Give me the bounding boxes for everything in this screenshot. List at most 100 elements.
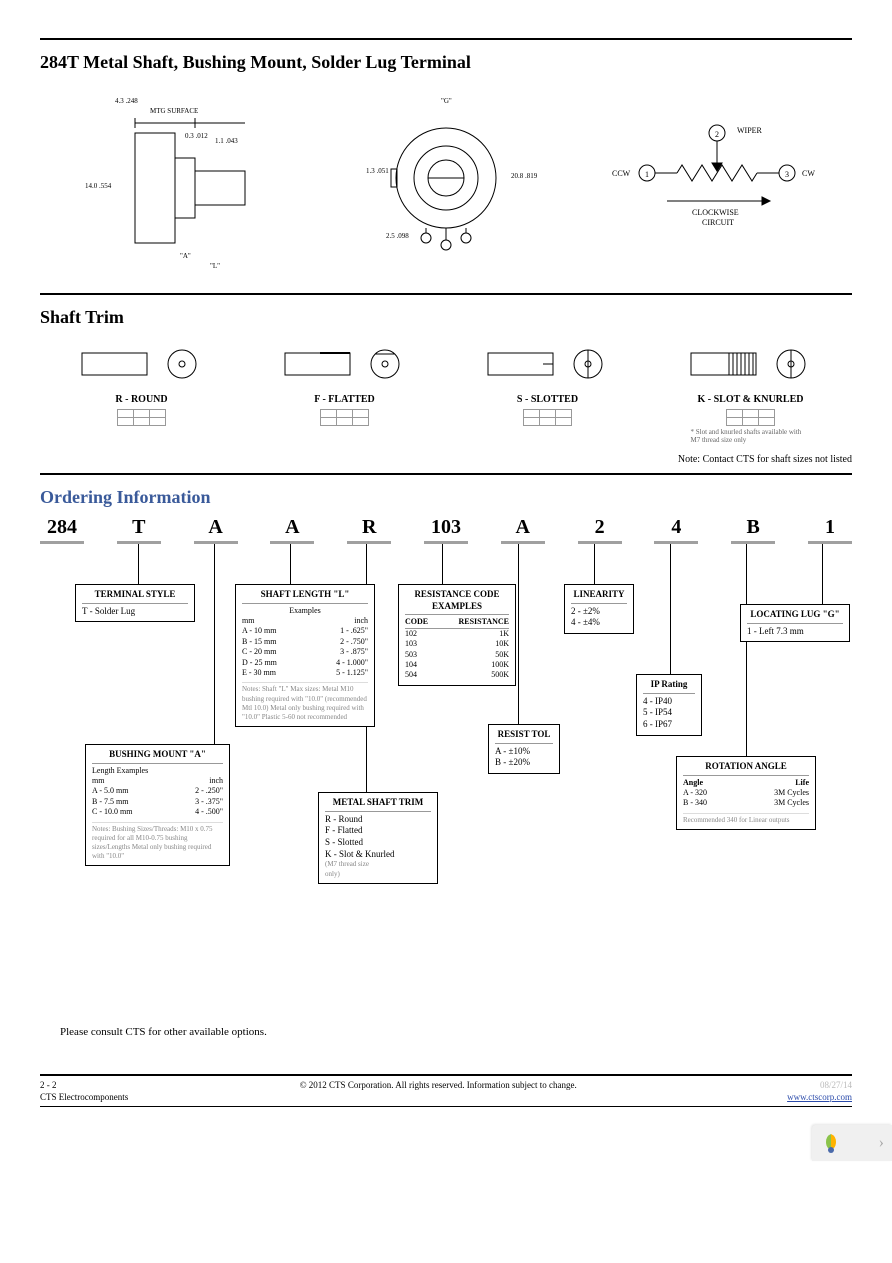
footer-row-1: 2 - 2 © 2012 CTS Corporation. All rights… xyxy=(40,1080,852,1090)
footer-copyright: © 2012 CTS Corporation. All rights reser… xyxy=(57,1080,820,1090)
shaft-s-table xyxy=(523,409,572,426)
shaft-k-table xyxy=(726,409,775,426)
pin1: 1 xyxy=(645,170,649,179)
box-bushing: BUSHING MOUNT "A" Length Examples mminch… xyxy=(85,744,230,866)
dim7: 2.5 .098 xyxy=(386,232,409,240)
box-bush-sub: Notes: Bushing Sizes/Threads: M10 x 0.75… xyxy=(92,822,223,861)
conn-a2 xyxy=(290,544,291,584)
shaft-f-label: F - FLATTED xyxy=(314,394,375,405)
box-ip: IP Rating 4 - IP40 5 - IP54 6 - IP67 xyxy=(636,674,702,736)
bottom-nav-widget[interactable]: › xyxy=(812,1125,892,1161)
box-tol-title: RESIST TOL xyxy=(495,729,553,744)
section-title-3: Ordering Information xyxy=(40,487,852,508)
box-res-title: RESISTANCE CODE EXAMPLES xyxy=(405,589,509,615)
box-shaft-length: SHAFT LENGTH "L" Examples mminch A - 10 … xyxy=(235,584,375,727)
front-view-svg: "G" 1.3 .051 20.8 .819 2.5 .098 xyxy=(346,83,546,283)
rule-3 xyxy=(40,473,852,475)
schematic-drawing: 1 2 3 WIPER CCW CW CLOCKWISE CIRCUIT xyxy=(581,113,852,253)
box-terminal: TERMINAL STYLE T - Solder Lug xyxy=(75,584,195,622)
box-rot-sub: Recommended 340 for Linear outputs xyxy=(683,813,809,825)
chevron-right-icon[interactable]: › xyxy=(879,1134,884,1152)
box-bush-title: BUSHING MOUNT "A" xyxy=(92,749,223,764)
box-resistance: RESISTANCE CODE EXAMPLES CODERESISTANCE … xyxy=(398,584,516,686)
box-lin-title: LINEARITY xyxy=(571,589,627,604)
shaft-r: R - ROUND xyxy=(40,338,243,444)
front-view-drawing: "G" 1.3 .051 20.8 .819 2.5 .098 xyxy=(311,83,582,283)
section-title-2: Shaft Trim xyxy=(40,307,852,328)
box-sl-title: SHAFT LENGTH "L" xyxy=(242,589,368,604)
conn-rot xyxy=(746,544,747,756)
shaft-r-table xyxy=(117,409,166,426)
code-7: 2 xyxy=(578,516,622,539)
ccw-label: CCW xyxy=(612,169,631,178)
dim2: 0.3 .012 xyxy=(185,132,208,140)
box-linearity: LINEARITY 2 - ±2% 4 - ±4% xyxy=(564,584,634,634)
logo-icon xyxy=(820,1132,842,1154)
order-underlines xyxy=(40,541,852,544)
rule-2 xyxy=(40,293,852,295)
shaft-k: K - SLOT & KNURLED * Slot and knurled sh… xyxy=(649,338,852,444)
dim4: 14.0 .554 xyxy=(85,182,112,190)
box-locating: LOCATING LUG "G" 1 - Left 7.3 mm xyxy=(740,604,850,642)
dim1: 4.3 .248 xyxy=(115,97,138,105)
contact-note: Note: Contact CTS for shaft sizes not li… xyxy=(40,454,852,465)
code-3: A xyxy=(270,516,314,539)
side-view-svg: MTG SURFACE 4.3 .248 0.3 .012 1.1 .043 1… xyxy=(75,83,275,283)
dim5: 1.3 .051 xyxy=(366,167,389,175)
conn-lin xyxy=(594,544,595,584)
drawing-row-1: MTG SURFACE 4.3 .248 0.3 .012 1.1 .043 1… xyxy=(40,83,852,283)
code-8: 4 xyxy=(654,516,698,539)
side-view-drawing: MTG SURFACE 4.3 .248 0.3 .012 1.1 .043 1… xyxy=(40,83,311,283)
code-4: R xyxy=(347,516,391,539)
order-codes: 284 T A A R 103 A 2 4 B 1 xyxy=(40,516,852,539)
box-shaft-trim: METAL SHAFT TRIM R - Round F - Flatted S… xyxy=(318,792,438,884)
dim-a: "A" xyxy=(180,252,191,260)
shaft-s: S - SLOTTED xyxy=(446,338,649,444)
code-9: B xyxy=(731,516,775,539)
code-5: 103 xyxy=(424,516,468,539)
shaft-k-label: K - SLOT & KNURLED xyxy=(698,394,804,405)
box-ip-title: IP Rating xyxy=(643,679,695,694)
conn-t xyxy=(138,544,139,584)
box-sl-header: Examples xyxy=(242,606,368,616)
dim3: 1.1 .043 xyxy=(215,137,238,145)
footer-rev: 08/27/14 xyxy=(820,1080,852,1090)
mtg-label: MTG SURFACE xyxy=(150,107,198,115)
shaft-k-note: * Slot and knurled shafts available with… xyxy=(691,428,811,444)
wiper-label: WIPER xyxy=(737,126,763,135)
shaft-r-label: R - ROUND xyxy=(115,394,167,405)
footer-company: CTS Electrocomponents xyxy=(40,1092,128,1102)
cw-rot1: CLOCKWISE xyxy=(692,208,739,217)
shaft-row: R - ROUND F - FLATTED S - SLOTTED K - SL… xyxy=(40,338,852,444)
pin3: 3 xyxy=(785,170,789,179)
conn-lug xyxy=(822,544,823,604)
conn-tol xyxy=(518,544,519,724)
footer-page: 2 - 2 xyxy=(40,1080,57,1090)
code-6: A xyxy=(501,516,545,539)
box-resist-tol: RESIST TOL A - ±10% B - ±20% xyxy=(488,724,560,774)
shaft-f-table xyxy=(320,409,369,426)
shaft-f: F - FLATTED xyxy=(243,338,446,444)
consult-note: Please consult CTS for other available o… xyxy=(60,1026,852,1038)
box-terminal-title: TERMINAL STYLE xyxy=(82,589,188,604)
footer-row-2: CTS Electrocomponents www.ctscorp.com xyxy=(40,1092,852,1107)
dim-g: "G" xyxy=(441,97,452,105)
conn-a1 xyxy=(214,544,215,744)
dim6: 20.8 .819 xyxy=(511,172,538,180)
footer-url[interactable]: www.ctscorp.com xyxy=(787,1092,852,1102)
code-2: A xyxy=(194,516,238,539)
shaft-s-label: S - SLOTTED xyxy=(517,394,578,405)
box-sl-sub: Notes: Shaft "L" Max sizes: Metal M10 bu… xyxy=(242,682,368,721)
code-10: 1 xyxy=(808,516,852,539)
box-bush-header: Length Examples xyxy=(92,766,223,776)
dim-l: "L" xyxy=(210,262,220,270)
box-terminal-line: T - Solder Lug xyxy=(82,606,188,618)
code-0: 284 xyxy=(40,516,84,539)
code-1: T xyxy=(117,516,161,539)
schematic-svg: 1 2 3 WIPER CCW CW CLOCKWISE CIRCUIT xyxy=(587,113,847,253)
cw-label: CW xyxy=(802,169,815,178)
cw-rot2: CIRCUIT xyxy=(702,218,734,227)
conn-ip xyxy=(670,544,671,674)
box-loc-title: LOCATING LUG "G" xyxy=(747,609,843,624)
box-st-title: METAL SHAFT TRIM xyxy=(325,797,431,812)
